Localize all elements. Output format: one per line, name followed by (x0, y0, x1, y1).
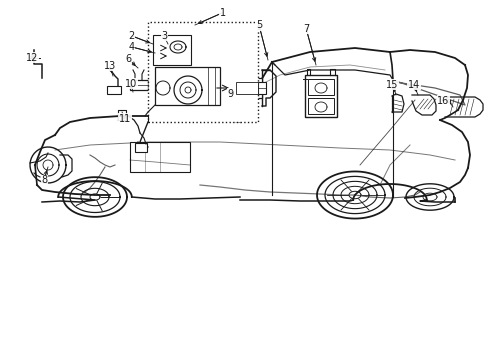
Text: 16: 16 (438, 96, 450, 106)
Bar (135, 143, 147, 152)
Text: 10: 10 (125, 78, 138, 89)
Bar (305, 75, 337, 117)
Text: 12: 12 (25, 53, 38, 63)
Text: 5: 5 (257, 20, 263, 30)
Bar (153, 35, 191, 65)
Text: 9: 9 (227, 89, 233, 99)
Bar (148, 22, 258, 122)
Bar (130, 142, 190, 172)
Text: 15: 15 (386, 80, 398, 90)
Bar (308, 79, 334, 95)
Text: 2: 2 (128, 31, 134, 41)
Text: 8: 8 (41, 175, 47, 185)
Text: 4: 4 (128, 42, 134, 52)
Bar (155, 67, 220, 105)
Bar (236, 82, 258, 94)
Text: 11: 11 (119, 114, 131, 124)
Text: 7: 7 (303, 24, 309, 34)
Bar (130, 80, 148, 90)
Bar (308, 98, 334, 114)
Text: 13: 13 (104, 60, 117, 71)
Text: 6: 6 (125, 54, 131, 64)
Bar (107, 86, 121, 94)
Bar (232, 78, 262, 98)
Bar (258, 82, 266, 94)
Text: 1: 1 (220, 8, 226, 18)
Text: 3: 3 (161, 31, 167, 41)
Text: 14: 14 (408, 80, 420, 90)
